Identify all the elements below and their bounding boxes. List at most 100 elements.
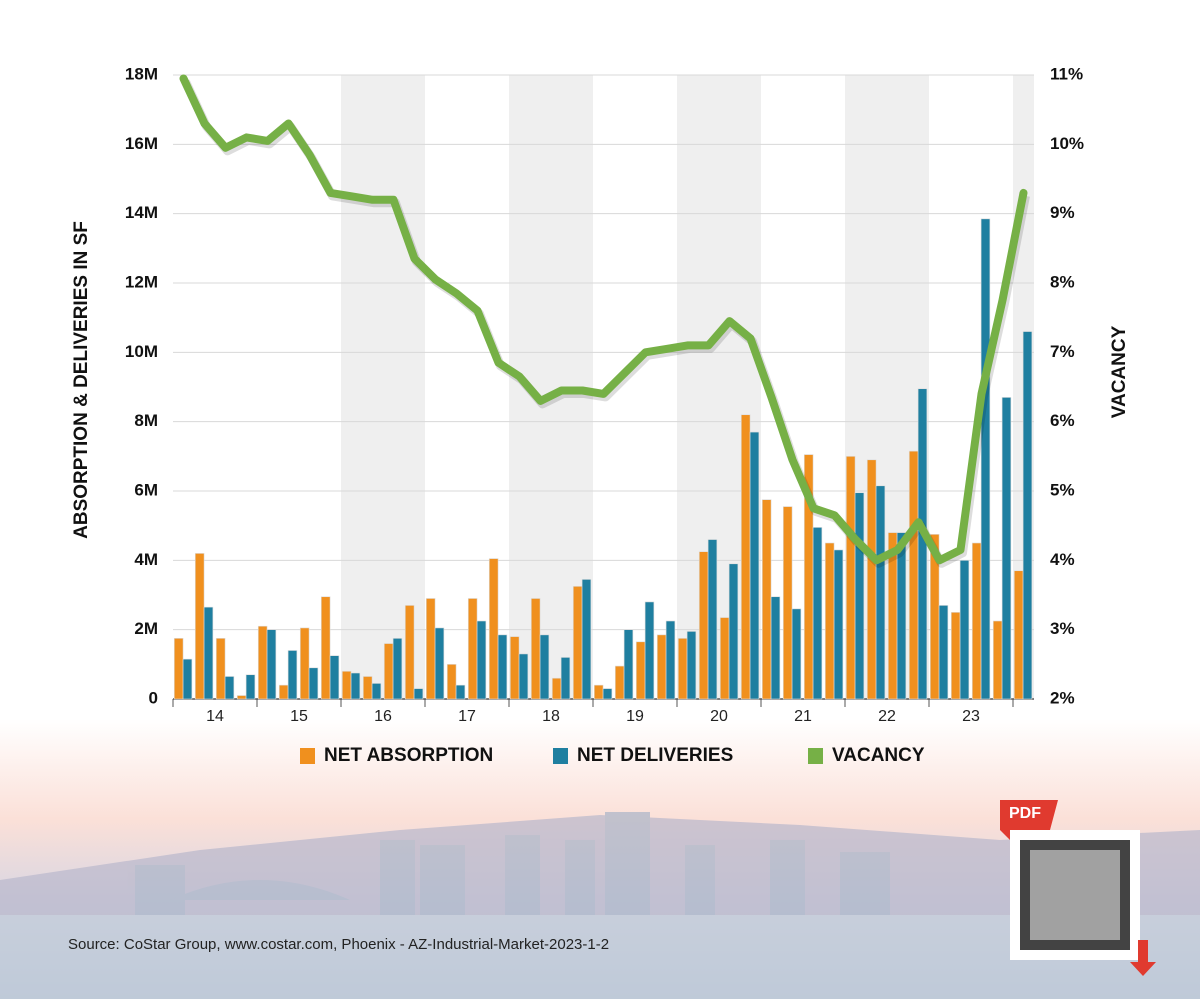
bar bbox=[656, 634, 667, 700]
bar bbox=[446, 664, 457, 700]
y2-tick-label: 7% bbox=[1050, 342, 1075, 361]
bar bbox=[530, 598, 541, 700]
bar bbox=[467, 598, 478, 700]
bar bbox=[644, 601, 655, 700]
bar bbox=[824, 542, 835, 700]
bar bbox=[560, 657, 571, 700]
bar bbox=[299, 627, 310, 700]
bar bbox=[866, 459, 877, 700]
bar bbox=[971, 542, 982, 700]
bar bbox=[509, 636, 520, 700]
bar bbox=[194, 553, 205, 700]
vacancy-line bbox=[179, 74, 1028, 565]
bar bbox=[833, 549, 844, 700]
x-tick-label: 20 bbox=[710, 708, 728, 725]
bar bbox=[383, 643, 394, 700]
bar bbox=[488, 558, 499, 700]
bar bbox=[593, 684, 604, 700]
bar bbox=[455, 684, 466, 700]
bar bbox=[182, 658, 193, 700]
legend-label: NET ABSORPTION bbox=[324, 745, 493, 766]
bar bbox=[812, 527, 823, 700]
x-tick-label: 16 bbox=[374, 708, 392, 725]
bar bbox=[761, 499, 772, 700]
bar bbox=[1022, 331, 1033, 700]
bar bbox=[623, 629, 634, 700]
legend-swatch bbox=[553, 748, 568, 764]
y2-tick-label: 3% bbox=[1050, 619, 1075, 638]
pdf-label: PDF bbox=[1009, 805, 1041, 822]
bar bbox=[959, 560, 970, 700]
bar bbox=[698, 551, 709, 700]
bar bbox=[236, 695, 247, 700]
bar bbox=[782, 506, 793, 700]
bar bbox=[614, 665, 625, 700]
x-tick-label: 19 bbox=[626, 708, 644, 725]
band-shade bbox=[341, 75, 425, 699]
bar bbox=[350, 672, 361, 700]
y-tick-label: 16M bbox=[125, 134, 158, 153]
x-tick-label: 17 bbox=[458, 708, 476, 725]
y-tick-label: 6M bbox=[134, 480, 158, 499]
y2-tick-label: 8% bbox=[1050, 272, 1075, 291]
bar bbox=[686, 631, 697, 700]
y-tick-label: 8M bbox=[134, 411, 158, 430]
bar bbox=[938, 605, 949, 700]
y2-tick-label: 10% bbox=[1050, 134, 1084, 153]
bar bbox=[635, 641, 646, 700]
legend-swatch bbox=[808, 748, 823, 764]
bar bbox=[203, 606, 214, 700]
bar bbox=[245, 674, 256, 700]
bar bbox=[992, 620, 1003, 700]
bar bbox=[875, 485, 886, 700]
bar bbox=[371, 683, 382, 700]
skyline bbox=[0, 812, 1200, 999]
y2-tick-label: 11% bbox=[1050, 64, 1083, 83]
bar bbox=[770, 596, 781, 700]
y2-tick-label: 6% bbox=[1050, 411, 1075, 430]
bar bbox=[665, 620, 676, 700]
bar bbox=[980, 218, 991, 700]
bar bbox=[278, 684, 289, 700]
y2-tick-label: 2% bbox=[1050, 688, 1075, 707]
x-tick-label: 23 bbox=[962, 708, 980, 725]
bar bbox=[362, 676, 373, 700]
bar bbox=[287, 650, 298, 700]
bar bbox=[908, 450, 919, 700]
bar bbox=[740, 414, 751, 700]
y-tick-label: 4M bbox=[134, 550, 158, 569]
bar bbox=[551, 677, 562, 700]
bar bbox=[257, 625, 268, 700]
qr-badge: PDF bbox=[1000, 800, 1156, 976]
bar bbox=[728, 563, 739, 700]
bar bbox=[749, 431, 760, 700]
bar bbox=[518, 653, 529, 700]
bar bbox=[215, 638, 226, 700]
bar bbox=[476, 620, 487, 700]
y2-tick-label: 9% bbox=[1050, 203, 1075, 222]
bar bbox=[845, 456, 856, 700]
bar bbox=[320, 596, 331, 700]
bar bbox=[1013, 570, 1024, 700]
x-tick-label: 14 bbox=[206, 708, 224, 725]
y-tick-label: 10M bbox=[125, 342, 158, 361]
bar bbox=[404, 605, 415, 700]
bar bbox=[341, 670, 352, 700]
y2-tick-label: 5% bbox=[1050, 480, 1075, 499]
y-tick-label: 2M bbox=[134, 619, 158, 638]
bar bbox=[602, 688, 613, 700]
bar bbox=[266, 629, 277, 700]
bar bbox=[719, 617, 730, 700]
bar bbox=[539, 634, 550, 700]
legend-label: VACANCY bbox=[832, 745, 925, 766]
plot-area: 0 2M 4M 6M 8M 10M 12M 14M 16M 18M 2% 3% 4% 5% 6% 7% 8% 9%… bbox=[125, 64, 1084, 725]
x-tick-label: 21 bbox=[794, 708, 812, 725]
y-tick-label: 14M bbox=[125, 203, 158, 222]
y-tick-label: 12M bbox=[125, 272, 158, 291]
bar bbox=[434, 627, 445, 700]
x-tick-label: 22 bbox=[878, 708, 896, 725]
bar bbox=[392, 638, 403, 700]
bar bbox=[854, 492, 865, 700]
bar bbox=[308, 667, 319, 700]
